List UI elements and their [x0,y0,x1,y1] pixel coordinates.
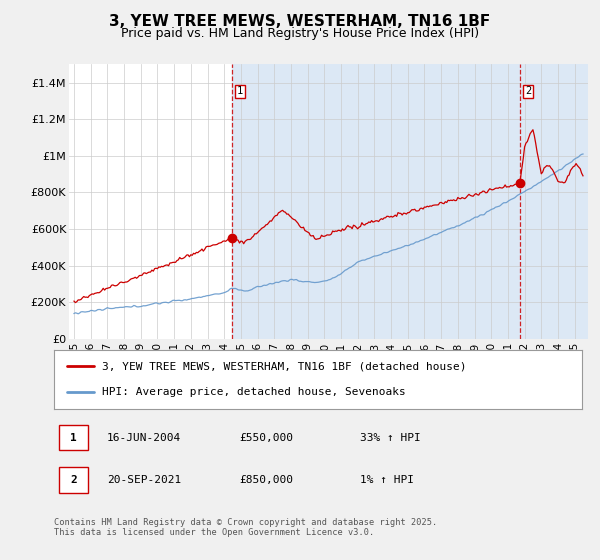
Bar [232,64,600,339]
Text: Contains HM Land Registry data © Crown copyright and database right 2025.
This d: Contains HM Land Registry data © Crown c… [54,518,437,538]
FancyBboxPatch shape [59,467,88,493]
FancyBboxPatch shape [59,424,88,450]
Text: 16-JUN-2004: 16-JUN-2004 [107,432,181,442]
Text: 20-SEP-2021: 20-SEP-2021 [107,475,181,485]
Text: £550,000: £550,000 [239,432,293,442]
Text: 1: 1 [237,86,243,96]
Text: 1: 1 [70,432,77,442]
Text: 2: 2 [70,475,77,485]
Text: 1% ↑ HPI: 1% ↑ HPI [360,475,414,485]
Text: 2: 2 [525,86,531,96]
Text: £850,000: £850,000 [239,475,293,485]
Text: Price paid vs. HM Land Registry's House Price Index (HPI): Price paid vs. HM Land Registry's House … [121,27,479,40]
Text: 3, YEW TREE MEWS, WESTERHAM, TN16 1BF (detached house): 3, YEW TREE MEWS, WESTERHAM, TN16 1BF (d… [101,361,466,371]
Text: 3, YEW TREE MEWS, WESTERHAM, TN16 1BF: 3, YEW TREE MEWS, WESTERHAM, TN16 1BF [109,14,491,29]
Text: HPI: Average price, detached house, Sevenoaks: HPI: Average price, detached house, Seve… [101,388,405,398]
Text: 33% ↑ HPI: 33% ↑ HPI [360,432,421,442]
